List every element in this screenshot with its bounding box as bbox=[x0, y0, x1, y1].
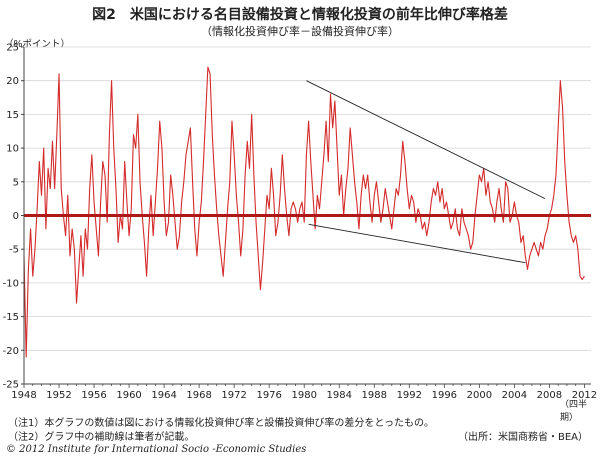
x-tick-label: 1992 bbox=[397, 390, 422, 400]
copyright-text: © 2012 Institute for International Socio… bbox=[6, 444, 307, 455]
y-tick-label: 20 bbox=[6, 76, 19, 87]
note-1: （注1）本グラフの数値は図における情報化投資伸び率と設備投資伸び率の差分をとった… bbox=[8, 418, 435, 429]
series-line-0 bbox=[23, 66, 585, 358]
x-tick-label: 2000 bbox=[467, 390, 492, 400]
x-tick-label: 1952 bbox=[46, 390, 71, 400]
x-tick-label: 2004 bbox=[502, 390, 527, 400]
helper-line-0 bbox=[306, 80, 546, 200]
y-axis-ticks: 25 20 15 10 5 0 -5 -10 -15 -20 -25 bbox=[3, 43, 24, 391]
helper-line-1 bbox=[308, 223, 526, 264]
y-tick-label: -15 bbox=[3, 312, 19, 323]
x-tick-label: 1964 bbox=[151, 390, 176, 400]
x-axis-ticks: 1948 1952 1956 1960 1964 1968 1972 1976 1980 1984… bbox=[11, 384, 597, 400]
y-tick-label: 5 bbox=[13, 177, 19, 188]
x-tick-label: 1972 bbox=[221, 390, 246, 400]
y-tick-label: -5 bbox=[9, 245, 19, 256]
x-tick-label: 2008 bbox=[537, 390, 562, 400]
y-tick-label: 10 bbox=[6, 144, 19, 155]
x-tick-label: 2012 bbox=[572, 390, 597, 400]
chart-subtitle: （情報化投資伸び率－設備投資伸び率） bbox=[201, 25, 399, 38]
series-group bbox=[23, 66, 585, 358]
y-tick-label: -10 bbox=[3, 278, 19, 289]
x-tick-label: 1968 bbox=[186, 390, 211, 400]
source-text: （出所：米国商務省・BEA） bbox=[457, 432, 588, 443]
x-tick-label: 1976 bbox=[256, 390, 281, 400]
x-tick-label: 1984 bbox=[327, 390, 352, 400]
x-tick-label: 1996 bbox=[432, 390, 457, 400]
x-tick-label: 1948 bbox=[11, 390, 36, 400]
x-tick-label: 1960 bbox=[116, 390, 141, 400]
y-tick-label: 25 bbox=[6, 43, 19, 54]
chart-title: 図2 米国における名目設備投資と情報化投資の前年比伸び率格差 bbox=[92, 7, 508, 23]
y-tick-label: 15 bbox=[6, 110, 19, 121]
x-axis-unit: （四半期） bbox=[560, 400, 588, 423]
y-tick-label: -20 bbox=[3, 346, 19, 357]
line-chart: 25 20 15 10 5 0 -5 -10 -15 -20 -25 1948 1952 1956 196… bbox=[3, 43, 598, 401]
helper-lines-group bbox=[306, 80, 546, 264]
y-tick-label: -25 bbox=[3, 380, 19, 391]
note-2: （注2）グラフ中の補助線は筆者が記載。 bbox=[8, 432, 195, 443]
x-tick-label: 1980 bbox=[291, 390, 316, 400]
axes-group bbox=[23, 47, 591, 385]
y-axis-unit: （%ポイント） bbox=[4, 39, 71, 50]
x-tick-label: 1956 bbox=[81, 390, 106, 400]
y-tick-label: 0 bbox=[13, 211, 19, 222]
x-tick-label: 1988 bbox=[362, 390, 387, 400]
